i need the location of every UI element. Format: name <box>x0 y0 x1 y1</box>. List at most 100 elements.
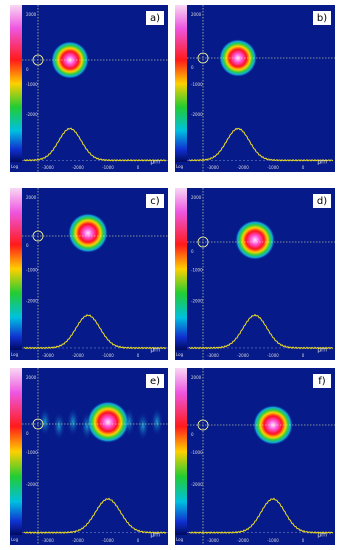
beam-spot <box>235 220 275 260</box>
scale-label: Log <box>176 537 184 542</box>
image-area <box>175 368 335 545</box>
y-tick-label: -1000 <box>191 450 203 455</box>
x-tick-label: -1000 <box>102 165 114 170</box>
x-tick-label: -1000 <box>267 353 279 358</box>
x-tick-label: 0 <box>302 165 305 170</box>
x-unit: µm <box>317 159 327 166</box>
color-bar <box>10 368 22 535</box>
beam-panel: Log 2000 0 -1000 -2000 -3000 -2000 -1000 0 µm f) <box>175 368 335 545</box>
x-tick-label: -1000 <box>267 165 279 170</box>
x-tick-label: 0 <box>302 353 305 358</box>
x-tick-label: -2000 <box>72 538 84 543</box>
y-tick-label: 0 <box>26 431 29 436</box>
y-tick-label: 0 <box>26 67 29 72</box>
beam-profile <box>188 497 334 535</box>
beam-spot <box>87 401 129 443</box>
fringe <box>39 408 51 436</box>
x-unit: µm <box>150 159 160 166</box>
y-tick-label: -1000 <box>191 268 203 273</box>
x-tick-label: -3000 <box>42 353 54 358</box>
y-tick-label: -2000 <box>191 482 203 487</box>
x-tick-label: -3000 <box>207 165 219 170</box>
y-tick-label: -1000 <box>191 82 203 87</box>
x-unit: µm <box>317 532 327 539</box>
x-unit: µm <box>150 532 160 539</box>
color-bar <box>175 188 187 350</box>
y-tick-label: -2000 <box>26 299 38 304</box>
beam-profile <box>188 313 334 350</box>
crosshair-ring <box>32 418 44 430</box>
x-tick-label: -2000 <box>237 165 249 170</box>
label-box <box>313 194 331 208</box>
image-area <box>10 5 168 172</box>
y-tick-label: 2000 <box>191 12 202 17</box>
crosshair-ring <box>32 230 44 242</box>
scale-label: Log <box>11 537 19 542</box>
image-area <box>10 368 168 545</box>
beam-panel: Log 2000 0 -1000 -2000 -3000 -2000 -1000 0 µm e) <box>10 368 168 545</box>
color-bar <box>10 188 22 350</box>
y-tick-label: -1000 <box>26 450 38 455</box>
y-tick-label: 0 <box>191 65 194 70</box>
y-tick-label: -2000 <box>26 482 38 487</box>
x-tick-label: -3000 <box>42 538 54 543</box>
crosshair-ring <box>197 236 209 248</box>
beam-profile <box>23 127 167 162</box>
scale-label: Log <box>176 352 184 357</box>
x-tick-label: -1000 <box>267 538 279 543</box>
x-unit: µm <box>317 347 327 354</box>
x-tick-label: -2000 <box>237 353 249 358</box>
beam-profile <box>188 127 334 162</box>
x-tick-label: -2000 <box>237 538 249 543</box>
beam-panel: Log 2000 0 -1000 -2000 -3000 -2000 -1000 0 µm b) <box>175 5 335 172</box>
beam-panel: Log 2000 0 -1000 -2000 -3000 -2000 -1000 0 µm d) <box>175 188 335 360</box>
x-tick-label: 0 <box>137 353 140 358</box>
x-tick-label: -1000 <box>102 538 114 543</box>
label-box <box>146 374 164 388</box>
y-tick-label: 2000 <box>26 375 37 380</box>
beam-panel: Log 2000 0 -1000 -2000 -3000 -2000 -1000 0 µm a) <box>10 5 168 172</box>
panel-label: c) <box>150 196 159 207</box>
image-area <box>175 5 335 172</box>
beam-spot <box>68 213 108 253</box>
y-tick-label: 0 <box>191 432 194 437</box>
x-unit: µm <box>150 347 160 354</box>
x-tick-label: -2000 <box>72 353 84 358</box>
fringe <box>137 412 149 440</box>
fringe <box>53 412 65 440</box>
x-tick-label: 0 <box>137 538 140 543</box>
beam-spot <box>253 405 293 445</box>
y-tick-label: 2000 <box>191 195 202 200</box>
beam-profile <box>23 497 167 535</box>
x-tick-label: -3000 <box>207 538 219 543</box>
crosshair-ring <box>32 54 44 66</box>
panel-label: a) <box>150 13 160 24</box>
y-tick-label: 2000 <box>26 12 37 17</box>
y-tick-label: 2000 <box>191 375 202 380</box>
panel-label: d) <box>317 196 327 207</box>
fringe <box>67 408 79 436</box>
color-bar <box>10 5 22 162</box>
x-tick-label: -3000 <box>207 353 219 358</box>
y-tick-label: 0 <box>191 249 194 254</box>
color-bar <box>175 368 187 535</box>
y-tick-label: -1000 <box>26 82 38 87</box>
y-tick-label: -2000 <box>191 112 203 117</box>
scale-label: Log <box>11 352 19 357</box>
crosshair-ring <box>197 419 209 431</box>
panel-label: e) <box>150 376 160 387</box>
x-tick-label: -2000 <box>72 165 84 170</box>
y-tick-label: -2000 <box>26 112 38 117</box>
image-area <box>175 188 335 360</box>
panel-label: f) <box>318 376 326 387</box>
label-box <box>313 11 331 25</box>
y-tick-label: 0 <box>26 243 29 248</box>
label-box <box>313 374 331 388</box>
x-tick-label: -3000 <box>42 165 54 170</box>
label-box <box>146 11 164 25</box>
y-tick-label: -2000 <box>191 299 203 304</box>
x-tick-label: 0 <box>137 165 140 170</box>
color-bar <box>175 5 187 162</box>
y-tick-label: 2000 <box>26 195 37 200</box>
